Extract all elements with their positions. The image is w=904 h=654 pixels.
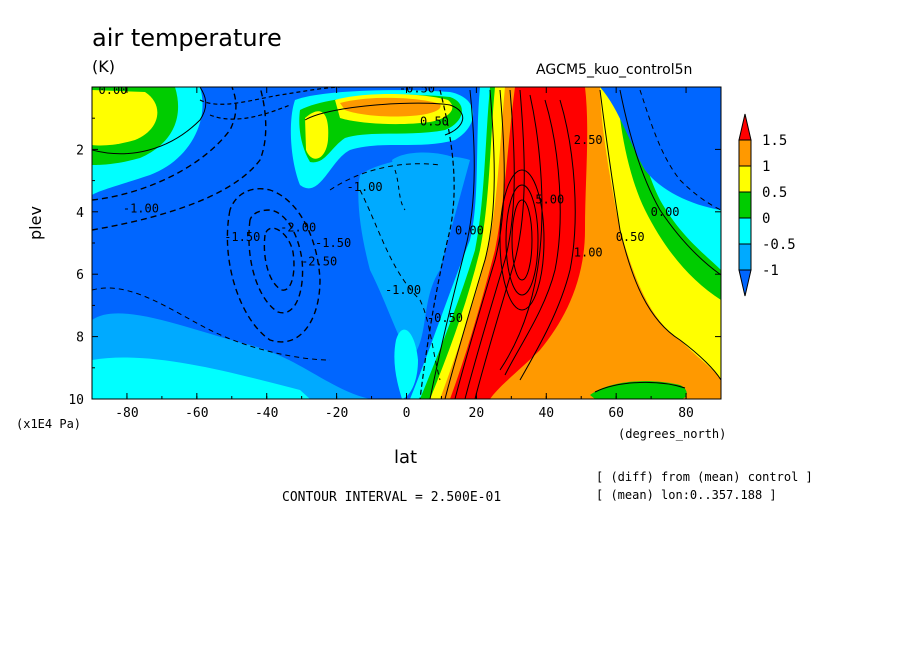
contour-label: -2.00	[280, 220, 316, 234]
colorbar-swatch	[738, 243, 752, 271]
x-tick-label: 0	[403, 406, 411, 421]
colorbar: 1.5 1 0.5 0 -0.5 -1	[738, 113, 796, 297]
contour-label: -1.00	[123, 202, 159, 216]
x-tick-label: -20	[325, 406, 348, 421]
colorbar-swatch	[738, 165, 752, 193]
chart-units: (K)	[92, 57, 115, 76]
x-tick-label: 60	[608, 406, 624, 421]
colorbar-label: 1	[762, 159, 770, 175]
colorbar-label: -0.5	[762, 237, 796, 253]
contour-label: -1.00	[347, 180, 383, 194]
y-tick-label: 8	[76, 331, 84, 346]
filled-contour-field	[92, 87, 721, 399]
colorbar-label: 1.5	[762, 133, 787, 149]
x-tick-label: 40	[538, 406, 554, 421]
colorbar-label: -1	[762, 263, 779, 279]
colorbar-arrow-top	[738, 113, 752, 141]
y-axis-units: (x1E4 Pa)	[16, 417, 82, 431]
x-tick-label: 80	[678, 406, 694, 421]
contour-label: 5.00	[535, 192, 564, 206]
y-tick-label: 4	[76, 206, 84, 221]
chart-title: air temperature	[92, 24, 282, 52]
contour-interval-note: CONTOUR INTERVAL = 2.500E-01	[282, 490, 502, 505]
x-tick-label: 20	[469, 406, 485, 421]
contour-label: -1.00	[385, 283, 421, 297]
colorbar-swatch	[738, 139, 752, 167]
colorbar-swatch	[738, 191, 752, 219]
diff-note: [ (diff) from (mean) control ]	[596, 470, 813, 484]
experiment-name: AGCM5_kuo_control5n	[536, 62, 693, 78]
colorbar-label: 0	[762, 211, 770, 227]
contour-label: -2.50	[301, 255, 337, 269]
y-tick-label: 10	[68, 393, 84, 408]
x-axis: -80 -60 -40 -20 0 20 40 60 80	[91, 87, 722, 421]
x-axis-label: lat	[394, 447, 418, 468]
y-axis: 2 4 6 8 10	[68, 117, 721, 408]
x-tick-label: -40	[255, 406, 278, 421]
contour-label: -0.50	[427, 311, 463, 325]
contour-label: 0.00	[99, 83, 128, 97]
colorbar-label: 0.5	[762, 185, 787, 201]
contour-label: 2.50	[574, 133, 603, 147]
contour-label: 0.50	[616, 230, 645, 244]
y-tick-label: 2	[76, 143, 84, 158]
contour-label: -0.50	[399, 82, 435, 96]
contour-label: -1.50	[224, 230, 260, 244]
contour-label: 0.00	[651, 205, 680, 219]
x-tick-label: -60	[185, 406, 208, 421]
contour-label: -1.50	[315, 236, 351, 250]
y-tick-label: 6	[76, 268, 84, 283]
lon-mean-note: [ (mean) lon:0..357.188 ]	[596, 488, 777, 502]
contour-lines	[92, 87, 721, 399]
contour-label: 0.00	[455, 224, 484, 238]
colorbar-arrow-bottom	[738, 269, 752, 297]
contour-label: 0.50	[420, 114, 449, 128]
colorbar-swatch	[738, 217, 752, 245]
x-tick-label: -80	[115, 406, 138, 421]
x-axis-units: (degrees_north)	[618, 427, 727, 441]
contour-label: 1.00	[574, 245, 603, 259]
contour-labels: 0.00 -0.50 0.50 -1.00 -1.00 -1.50 -2.00 -1.50 -2…	[99, 82, 680, 325]
